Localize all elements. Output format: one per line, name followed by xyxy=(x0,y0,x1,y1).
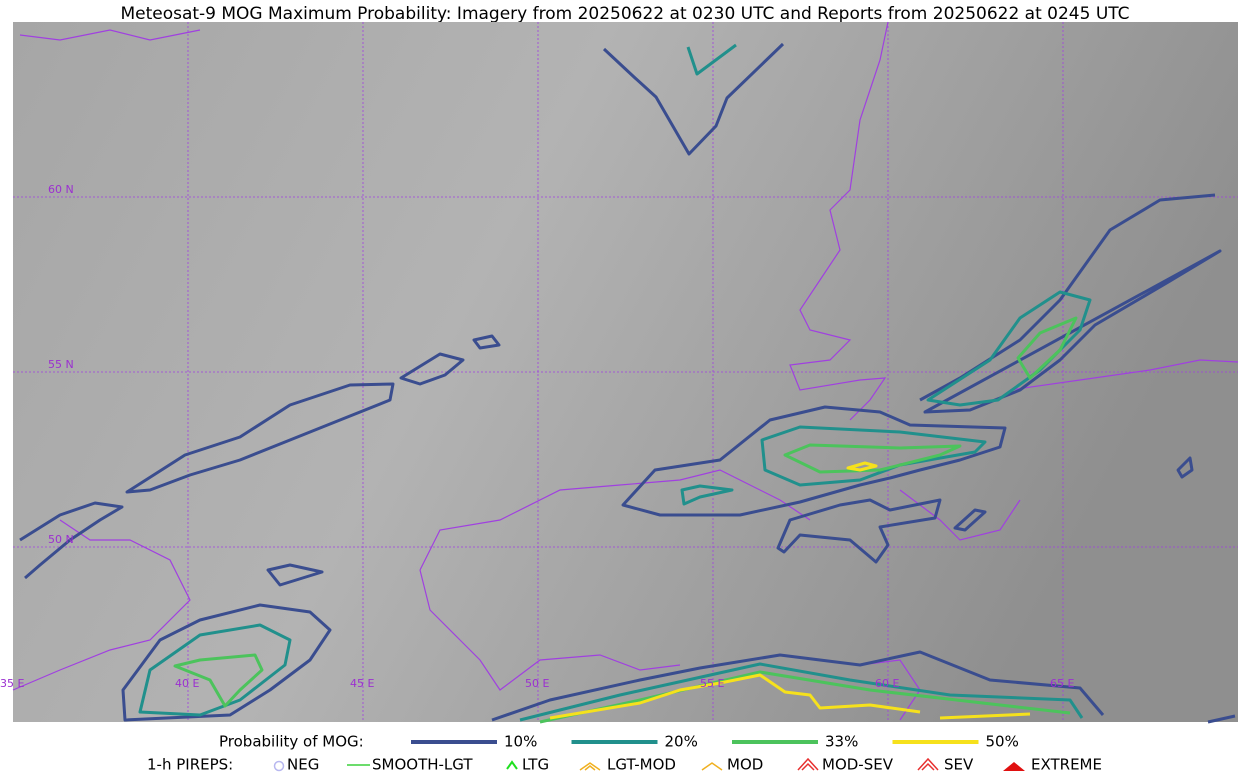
contour xyxy=(519,662,1084,722)
legend-label: 33% xyxy=(825,733,858,751)
contour xyxy=(138,623,292,717)
contour xyxy=(776,498,942,564)
pirep-label: NEG xyxy=(287,756,319,774)
contours xyxy=(19,42,1236,724)
contour xyxy=(491,650,1105,722)
mod-icon xyxy=(701,762,723,771)
contour xyxy=(621,405,1007,517)
neg-icon xyxy=(273,760,285,772)
mod-sev-icon xyxy=(797,757,819,771)
legend-label: 20% xyxy=(665,733,698,751)
contour xyxy=(173,653,264,708)
contour xyxy=(1016,316,1078,380)
pirep-label: SMOOTH-LGT xyxy=(372,756,473,774)
contour xyxy=(953,508,987,532)
extreme-icon xyxy=(1003,762,1025,771)
contour xyxy=(125,382,395,494)
lon-label: 45 E xyxy=(350,677,374,690)
lat-label: 50 N xyxy=(48,533,74,546)
map: 60 N 55 N 50 N 35 E 40 E 45 E 50 E 55 E … xyxy=(0,21,1239,724)
contour xyxy=(680,484,734,506)
pirep-label: MOD-SEV xyxy=(822,756,894,774)
contour xyxy=(1176,456,1194,479)
lon-label: 55 E xyxy=(700,677,724,690)
lon-label: 65 E xyxy=(1050,677,1074,690)
pirep-title: 1-h PIREPS: xyxy=(147,756,233,774)
title: Meteosat-9 MOG Maximum Probability: Imag… xyxy=(120,4,1129,24)
lon-label: 60 E xyxy=(875,677,899,690)
grid xyxy=(13,22,1238,722)
lon-label: 50 E xyxy=(525,677,549,690)
grid-labels: 60 N 55 N 50 N 35 E 40 E 45 E 50 E 55 E … xyxy=(0,183,1074,690)
ltg-icon xyxy=(506,760,518,770)
lon-label: 35 E xyxy=(0,677,24,690)
contour xyxy=(121,603,332,722)
pirep-label: LTG xyxy=(522,756,549,774)
lat-label: 55 N xyxy=(48,358,74,371)
contour xyxy=(539,670,1071,724)
contour xyxy=(549,673,1031,720)
contour xyxy=(19,501,124,580)
contour xyxy=(926,290,1092,407)
contour xyxy=(472,334,501,350)
contour xyxy=(846,461,878,472)
legend-label: 10% xyxy=(504,733,537,751)
pirep-label: MOD xyxy=(727,756,763,774)
lat-label: 60 N xyxy=(48,183,74,196)
lon-label: 40 E xyxy=(175,677,199,690)
legend-label: 50% xyxy=(986,733,1019,751)
sev-icon xyxy=(917,757,939,771)
lgt-mod-icon xyxy=(579,762,601,771)
pirep-label: LGT-MOD xyxy=(607,756,676,774)
borders xyxy=(12,21,1239,721)
contour xyxy=(602,42,785,156)
legend: Probability of MOG: 1-h PIREPS: 10% 20% 33… xyxy=(147,733,1102,774)
pirep-label: EXTREME xyxy=(1031,756,1102,774)
contour xyxy=(399,352,465,386)
contour xyxy=(266,563,324,587)
contour xyxy=(686,43,737,76)
contour xyxy=(760,425,987,487)
contour xyxy=(1207,714,1236,724)
legend-title: Probability of MOG: xyxy=(219,733,364,751)
contour xyxy=(783,443,962,474)
pirep-label: SEV xyxy=(944,756,974,774)
